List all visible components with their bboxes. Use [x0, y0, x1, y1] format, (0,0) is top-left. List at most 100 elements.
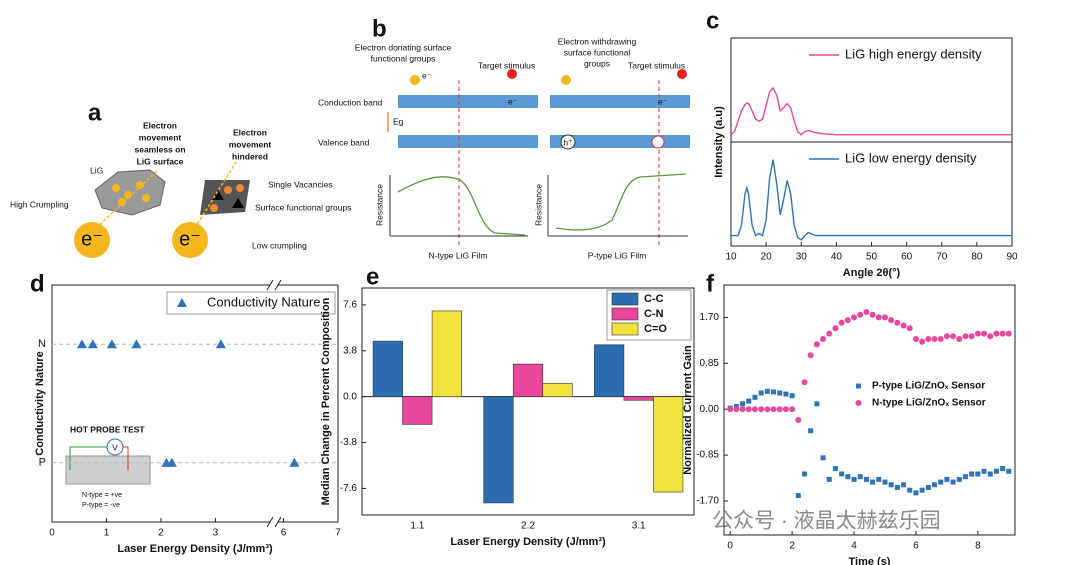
atom — [142, 194, 150, 202]
point — [740, 401, 746, 407]
x-tick-label: 10 — [725, 252, 737, 263]
point — [944, 476, 950, 482]
point — [912, 335, 919, 342]
bar — [512, 363, 544, 397]
point — [863, 308, 870, 315]
bar — [623, 396, 654, 401]
label: movement — [139, 132, 182, 142]
point — [993, 468, 999, 474]
label: Electron — [143, 120, 177, 130]
point — [869, 311, 876, 318]
y-tick-label: -0.85 — [696, 450, 719, 461]
axis-break — [266, 516, 274, 528]
point — [950, 333, 957, 340]
point — [907, 487, 913, 493]
plot-frame — [723, 284, 1016, 536]
point — [894, 319, 901, 326]
panel-b: b Conduction band Valence band Eg Target… — [318, 15, 690, 260]
y-tick-label: -1.70 — [696, 496, 719, 507]
y-tick-label: -3.8 — [340, 437, 358, 448]
group — [212, 190, 224, 200]
label: P-type LiG Film — [588, 250, 647, 260]
point — [771, 389, 777, 395]
donor — [410, 75, 420, 85]
label: e⁻ — [508, 96, 517, 106]
x-tick-label: 2.2 — [521, 521, 535, 532]
panel-label: e — [366, 263, 379, 290]
x-axis-title: Angle 2θ(°) — [843, 267, 901, 279]
label: Electron withdrawing — [558, 36, 637, 46]
legend-label: LiG low energy density — [845, 150, 977, 165]
legend-label: Conductivity Nature — [207, 294, 320, 309]
watermark: 公众号 · 液晶太赫兹乐园 — [712, 510, 941, 533]
point — [882, 479, 888, 485]
point — [764, 406, 771, 413]
x-tick-label: 1 — [104, 528, 110, 539]
point — [87, 339, 98, 349]
x-tick-label: 7 — [335, 528, 341, 539]
band — [398, 135, 538, 148]
y-tick-label: P — [39, 457, 46, 469]
point — [770, 406, 777, 413]
point — [839, 471, 845, 477]
y-axis-title: Intensity (a.u) — [713, 106, 725, 178]
point — [913, 490, 919, 496]
label: N-type = +ve — [82, 492, 122, 499]
group — [232, 198, 244, 208]
point — [962, 333, 969, 340]
atom — [136, 181, 144, 189]
label: Electron — [233, 127, 267, 137]
axis-break — [274, 516, 282, 528]
point — [987, 471, 993, 477]
axis-break — [274, 279, 282, 291]
point — [752, 394, 758, 400]
x-tick-label: 90 — [1006, 252, 1018, 263]
point — [888, 317, 895, 324]
label: e⁻ — [422, 70, 431, 80]
point — [937, 335, 944, 342]
point — [826, 476, 832, 482]
label: Resistance — [533, 184, 543, 226]
x-tick-label: 0 — [49, 528, 55, 539]
x-tick-label: 70 — [936, 252, 948, 263]
legend-swatch — [611, 322, 639, 336]
point — [974, 330, 981, 337]
legend-swatch — [611, 292, 639, 306]
label: Surface functional groups — [255, 202, 351, 212]
point — [777, 390, 783, 396]
point — [943, 333, 950, 340]
y-tick-label: 1.70 — [700, 312, 720, 323]
x-tick-label: 50 — [866, 252, 878, 263]
panel-label: f — [706, 270, 715, 297]
electron-label: e⁻ — [81, 228, 103, 250]
label: surface functional — [564, 47, 631, 57]
point — [975, 471, 981, 477]
vacancy — [236, 184, 244, 192]
point — [981, 468, 987, 474]
point — [844, 317, 851, 324]
axis-break — [269, 279, 278, 291]
point — [776, 406, 783, 413]
label: N-type LiG Film — [428, 250, 487, 260]
label: LiG — [90, 165, 103, 175]
legend-label: C-N — [644, 308, 664, 320]
point — [919, 487, 925, 493]
label: hindered — [232, 151, 268, 161]
bar — [402, 396, 433, 425]
panel-a: a e⁻ e⁻ LiG High Crumpling Single Vacanc… — [10, 99, 351, 258]
point — [751, 406, 758, 413]
point — [845, 474, 851, 480]
x-tick-label: 80 — [971, 252, 983, 263]
label: Low crumpling — [252, 240, 307, 250]
legend-swatch — [177, 298, 187, 307]
label: Resistance — [374, 184, 384, 226]
label: P-type = -ve — [82, 502, 120, 509]
point — [745, 406, 752, 413]
point — [993, 330, 1000, 337]
point — [876, 476, 882, 482]
y-tick-label: 0.00 — [700, 404, 720, 415]
point — [801, 379, 808, 386]
electron-label: e⁻ — [179, 228, 201, 250]
label: HOT PROBE TEST — [70, 424, 145, 434]
y-axis-title: Conductivity Nature — [34, 351, 46, 456]
